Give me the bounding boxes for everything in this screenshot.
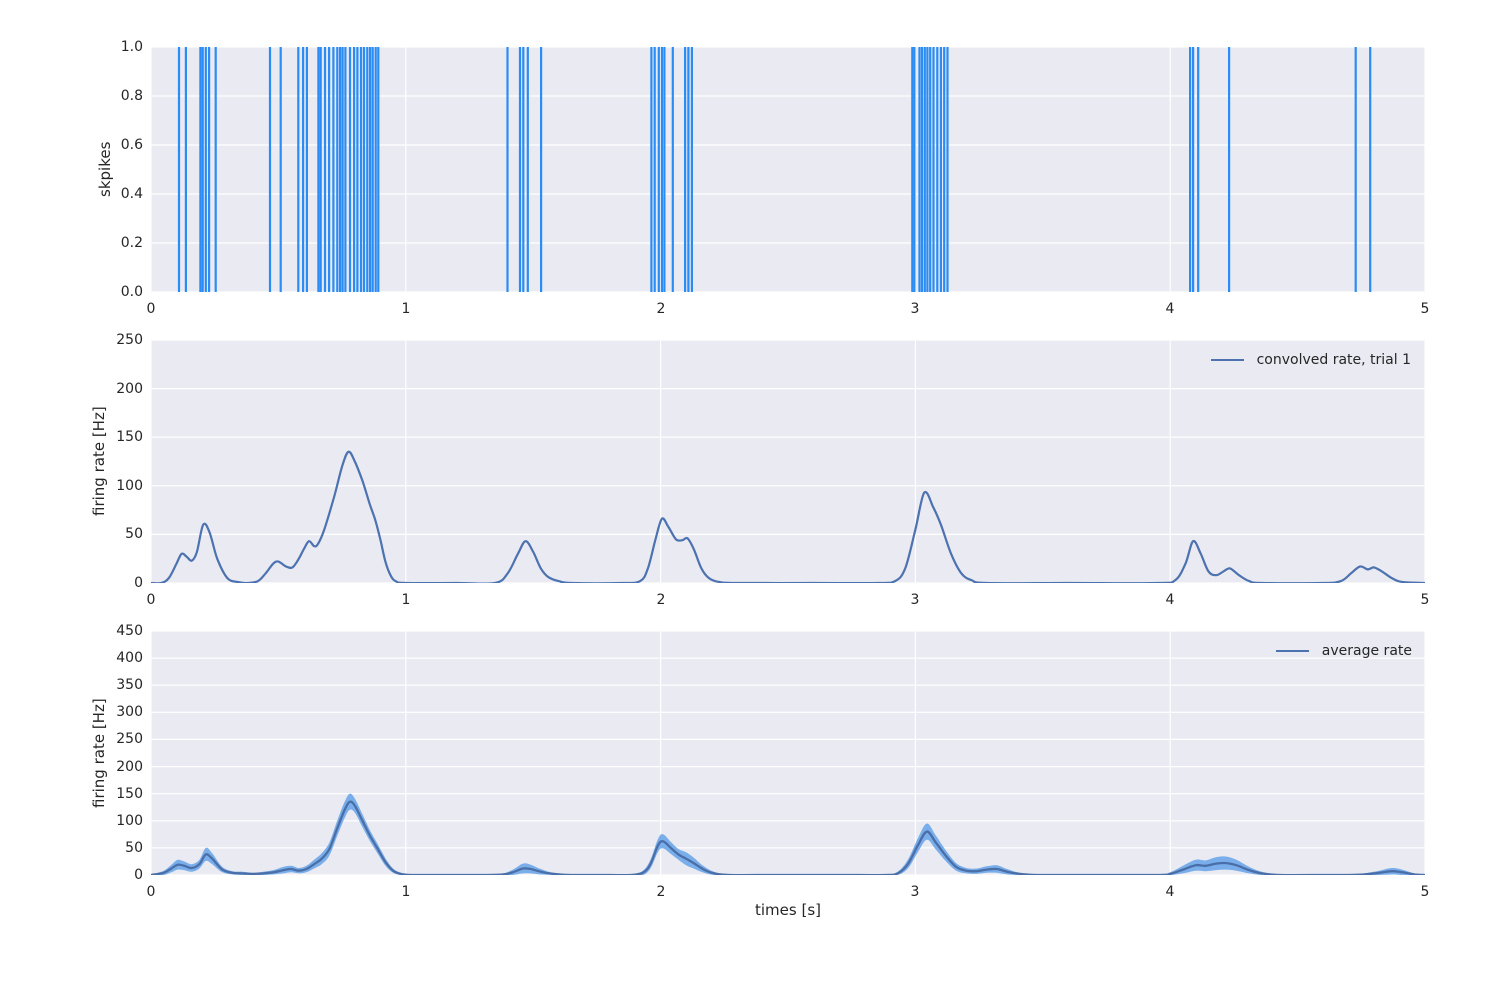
rate-line: [151, 450, 1425, 583]
x-tick-label: 2: [656, 301, 666, 317]
y-tick-label: 450: [116, 623, 143, 639]
legend-label: average rate: [1321, 643, 1412, 659]
y-axis-label-convolved-rate: firing rate [Hz]: [90, 406, 108, 517]
x-tick-label: 3: [910, 884, 920, 900]
legend-line-sample: [1275, 650, 1309, 652]
x-tick-label: 0: [146, 884, 156, 900]
y-tick-label: 150: [116, 429, 143, 445]
x-tick-label: 5: [1420, 592, 1430, 608]
spike-raster-canvas: [151, 47, 1425, 292]
x-tick-label: 1: [401, 884, 411, 900]
x-tick-label: 4: [1165, 592, 1175, 608]
y-axis-label-spikes: skpikes: [96, 141, 114, 198]
x-tick-label: 5: [1420, 301, 1430, 317]
spike-raster-plot: 0.0 0.2 0.4 0.6 0.8 1.0 0 1 2 3 4 5: [121, 39, 1430, 317]
y-tick-label: 300: [116, 704, 143, 720]
y-tick-label: 350: [116, 677, 143, 693]
x-tick-label: 0: [146, 592, 156, 608]
y-tick-label: 1.0: [120, 39, 143, 55]
y-tick-label: 0: [134, 575, 143, 591]
x-tick-label: 4: [1165, 301, 1175, 317]
y-tick-label: 0.8: [120, 88, 143, 104]
y-tick-label: 200: [116, 381, 143, 397]
y-tick-label: 100: [116, 478, 143, 494]
y-tick-label: 50: [125, 840, 143, 856]
x-tick-label: 3: [910, 592, 920, 608]
y-tick-label: 250: [116, 731, 143, 747]
x-tick-label: 0: [146, 301, 156, 317]
y-tick-label: 400: [116, 650, 143, 666]
y-tick-label: 50: [125, 526, 143, 542]
y-tick-label: 100: [116, 813, 143, 829]
legend-line-sample: [1210, 359, 1244, 361]
x-axis-label: times [s]: [755, 901, 821, 919]
average-rate-canvas: [151, 631, 1425, 875]
x-tick-label: 3: [910, 301, 920, 317]
y-tick-label: 0.0: [120, 284, 143, 300]
x-tick-label: 1: [401, 592, 411, 608]
legend-average-rate: average rate: [1275, 643, 1412, 659]
y-tick-label: 250: [116, 332, 143, 348]
confidence-band: [151, 793, 1425, 875]
y-tick-label: 0.6: [120, 137, 143, 153]
y-tick-label: 0.4: [120, 186, 143, 202]
y-tick-label: 150: [116, 786, 143, 802]
legend-convolved-rate: convolved rate, trial 1: [1210, 352, 1411, 368]
x-tick-label: 4: [1165, 884, 1175, 900]
x-tick-label: 2: [656, 592, 666, 608]
convolved-rate-canvas: [151, 340, 1425, 583]
mean-rate-line: [151, 800, 1425, 875]
average-rate-plot: average rate 0 50 100 150 200 250 300 350 400 450…: [116, 623, 1429, 900]
x-tick-label: 1: [401, 301, 411, 317]
y-tick-label: 200: [116, 759, 143, 775]
x-tick-label: 2: [656, 884, 666, 900]
y-tick-label: 0.2: [120, 235, 143, 251]
legend-label: convolved rate, trial 1: [1256, 352, 1411, 368]
x-tick-label: 5: [1420, 884, 1430, 900]
convolved-rate-plot: convolved rate, trial 1 0 50 100 150 200 250 0…: [116, 332, 1429, 608]
y-tick-label: 0: [134, 867, 143, 883]
